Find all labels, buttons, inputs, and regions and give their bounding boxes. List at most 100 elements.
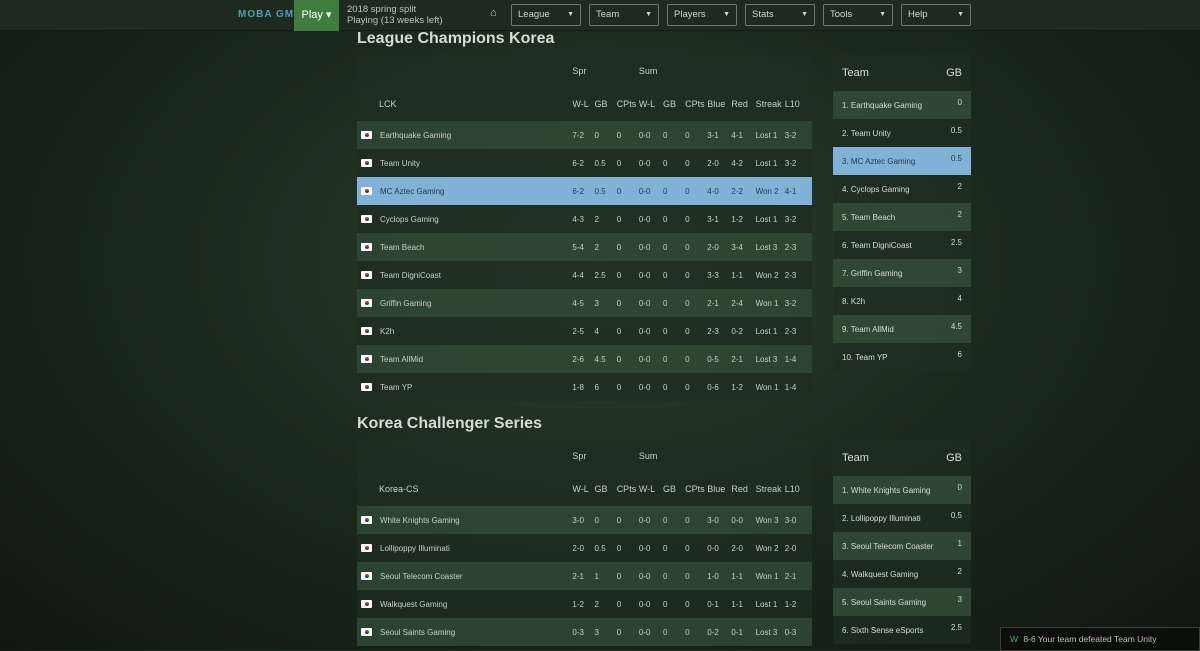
team-name[interactable]: 10. Team YP bbox=[842, 352, 888, 362]
standings-list-item[interactable]: 5. Seoul Saints Gaming 3 bbox=[833, 588, 971, 616]
standings-list-item[interactable]: 1. Earthquake Gaming 0 bbox=[833, 91, 971, 119]
standings-list-item[interactable]: 7. Griffin Gaming 3 bbox=[833, 259, 971, 287]
cell: 3-0 bbox=[707, 515, 719, 525]
team-name-link[interactable]: Earthquake Gaming bbox=[380, 130, 452, 140]
column-header[interactable]: CPts bbox=[685, 484, 705, 494]
korea-flag-icon bbox=[361, 628, 372, 637]
table-row: K2h 2-5 4 0 0-0 0 0 2-3 0-2 Lost 1 2-3 bbox=[357, 317, 812, 345]
team-name-link[interactable]: Walkquest Gaming bbox=[380, 599, 448, 609]
standings-list-item[interactable]: 1. White Knights Gaming 0 bbox=[833, 476, 971, 504]
column-header[interactable]: Blue bbox=[707, 99, 726, 109]
column-header[interactable]: W-L bbox=[638, 484, 656, 494]
column-header[interactable]: Blue bbox=[707, 484, 726, 494]
team-name[interactable]: 6. Sixth Sense eSports bbox=[842, 625, 924, 635]
team-name[interactable]: 1. Earthquake Gaming bbox=[842, 100, 923, 110]
team-name-link[interactable]: Griffin Gaming bbox=[380, 298, 432, 308]
team-name-link[interactable]: Team DigniCoast bbox=[380, 270, 441, 280]
caret-down-icon: ▼ bbox=[645, 11, 652, 18]
team-name[interactable]: 1. White Knights Gaming bbox=[842, 485, 931, 495]
column-header[interactable]: GB bbox=[662, 99, 676, 109]
team-name-link[interactable]: MC Aztec Gaming bbox=[380, 186, 445, 196]
cell: 0 bbox=[685, 270, 690, 280]
standings-list-item[interactable]: 3. MC Aztec Gaming 0.5 bbox=[833, 147, 971, 175]
team-name[interactable]: 3. MC Aztec Gaming bbox=[842, 156, 916, 166]
menu-team-dropdown[interactable]: Team ▼ bbox=[589, 4, 659, 26]
column-header[interactable]: CPts bbox=[685, 99, 705, 109]
column-header[interactable]: W-L bbox=[572, 484, 589, 494]
team-name-link[interactable]: Cyclops Gaming bbox=[380, 214, 439, 224]
group-header-summer: Sum bbox=[638, 66, 658, 76]
cell: 1-2 bbox=[572, 599, 584, 609]
menu-players-dropdown[interactable]: Players ▼ bbox=[667, 4, 737, 26]
team-name-link[interactable]: Team Beach bbox=[380, 242, 425, 252]
team-name[interactable]: 4. Cyclops Gaming bbox=[842, 184, 910, 194]
cell: Lost 3 bbox=[755, 627, 778, 637]
menu-league-dropdown[interactable]: League ▼ bbox=[511, 4, 581, 26]
cell: 0 bbox=[616, 186, 622, 196]
team-name-link[interactable]: Seoul Telecom Coaster bbox=[380, 571, 463, 581]
standings-list-item[interactable]: 4. Walkquest Gaming 2 bbox=[833, 560, 971, 588]
standings-list-item[interactable]: 5. Team Beach 2 bbox=[833, 203, 971, 231]
team-name-link[interactable]: Team AllMid bbox=[380, 354, 424, 364]
cell: Lost 1 bbox=[755, 214, 778, 224]
column-header[interactable]: W-L bbox=[638, 99, 656, 109]
menu-help-dropdown[interactable]: Help ▼ bbox=[901, 4, 971, 26]
standings-list-item[interactable]: 2. Team Unity 0.5 bbox=[833, 119, 971, 147]
column-header[interactable]: Red bbox=[731, 99, 748, 109]
standings-list-item[interactable]: 8. K2h 4 bbox=[833, 287, 971, 315]
team-name[interactable]: 2. Team Unity bbox=[842, 128, 891, 138]
play-button[interactable]: Play ▾ bbox=[294, 0, 339, 31]
column-header[interactable]: W-L bbox=[572, 99, 589, 109]
column-header[interactable]: CPts bbox=[616, 99, 637, 109]
team-name[interactable]: 5. Team Beach bbox=[842, 212, 896, 222]
team-name[interactable]: 3. Seoul Telecom Coaster bbox=[842, 541, 934, 551]
cell: 3-1 bbox=[707, 130, 719, 140]
cell: 0-1 bbox=[707, 599, 719, 609]
standings-table: Spr Sum Korea-CS W-L GB CPts W-L GB CPts Blue Red… bbox=[357, 440, 812, 646]
home-icon[interactable]: ⌂ bbox=[490, 7, 497, 19]
menu-tools-dropdown[interactable]: Tools ▼ bbox=[823, 4, 893, 26]
team-name[interactable]: 4. Walkquest Gaming bbox=[842, 569, 919, 579]
cell: 1-1 bbox=[731, 571, 743, 581]
cell: Lost 1 bbox=[755, 599, 778, 609]
team-name[interactable]: 8. K2h bbox=[842, 296, 866, 306]
standings-list-item[interactable]: 6. Sixth Sense eSports 2.5 bbox=[833, 616, 971, 644]
team-name-link[interactable]: K2h bbox=[380, 326, 395, 336]
cell: 0-0 bbox=[638, 543, 651, 553]
section-title: League Champions Korea bbox=[357, 30, 555, 47]
column-header[interactable]: GB bbox=[594, 484, 608, 494]
team-name[interactable]: 6. Team DigniCoast bbox=[842, 240, 912, 250]
team-name[interactable]: 5. Seoul Saints Gaming bbox=[842, 597, 927, 607]
column-header[interactable]: CPts bbox=[616, 484, 637, 494]
standings-list-item[interactable]: 9. Team AllMid 4.5 bbox=[833, 315, 971, 343]
column-header[interactable]: Streak bbox=[755, 99, 782, 109]
standings-list-item[interactable]: 10. Team YP 6 bbox=[833, 343, 971, 371]
team-name-link[interactable]: Seoul Saints Gaming bbox=[380, 627, 456, 637]
column-header[interactable]: GB bbox=[594, 99, 608, 109]
cell: Won 1 bbox=[755, 571, 779, 581]
table-row: Team DigniCoast 4-4 2.5 0 0-0 0 0 3-3 1-1 Won 2 2-… bbox=[357, 261, 812, 289]
team-name[interactable]: 2. Lollipoppy Illuminati bbox=[842, 513, 921, 523]
standings-list-item[interactable]: 6. Team DigniCoast 2.5 bbox=[833, 231, 971, 259]
column-header[interactable]: L10 bbox=[784, 484, 800, 494]
standings-list-item[interactable]: 4. Cyclops Gaming 2 bbox=[833, 175, 971, 203]
cell: 0 bbox=[685, 543, 690, 553]
column-header[interactable]: GB bbox=[662, 484, 676, 494]
notification-toast[interactable]: W 8-6 Your team defeated Team Unity bbox=[1000, 627, 1200, 651]
team-name[interactable]: 7. Griffin Gaming bbox=[842, 268, 903, 278]
team-name-link[interactable]: Team YP bbox=[380, 382, 413, 392]
standings-list-item[interactable]: 2. Lollipoppy Illuminati 0.5 bbox=[833, 504, 971, 532]
logo[interactable]: MOBA GM bbox=[238, 9, 295, 20]
standings-list-item[interactable]: 3. Seoul Telecom Coaster 1 bbox=[833, 532, 971, 560]
team-name-link[interactable]: Team Unity bbox=[380, 158, 421, 168]
table-row: MC Aztec Gaming 6-2 0.5 0 0-0 0 0 4-0 2-2 Won 2 4-… bbox=[357, 177, 812, 205]
menu-stats-dropdown[interactable]: Stats ▼ bbox=[745, 4, 815, 26]
team-name-link[interactable]: Lollipoppy Illuminati bbox=[380, 543, 450, 553]
column-header[interactable]: L10 bbox=[784, 99, 800, 109]
team-name[interactable]: 9. Team AllMid bbox=[842, 324, 894, 334]
korea-flag-icon bbox=[361, 271, 372, 280]
column-header[interactable]: Red bbox=[731, 484, 748, 494]
team-name-link[interactable]: White Knights Gaming bbox=[380, 515, 460, 525]
column-header[interactable]: Streak bbox=[755, 484, 782, 494]
caret-down-icon: ▼ bbox=[879, 11, 886, 18]
